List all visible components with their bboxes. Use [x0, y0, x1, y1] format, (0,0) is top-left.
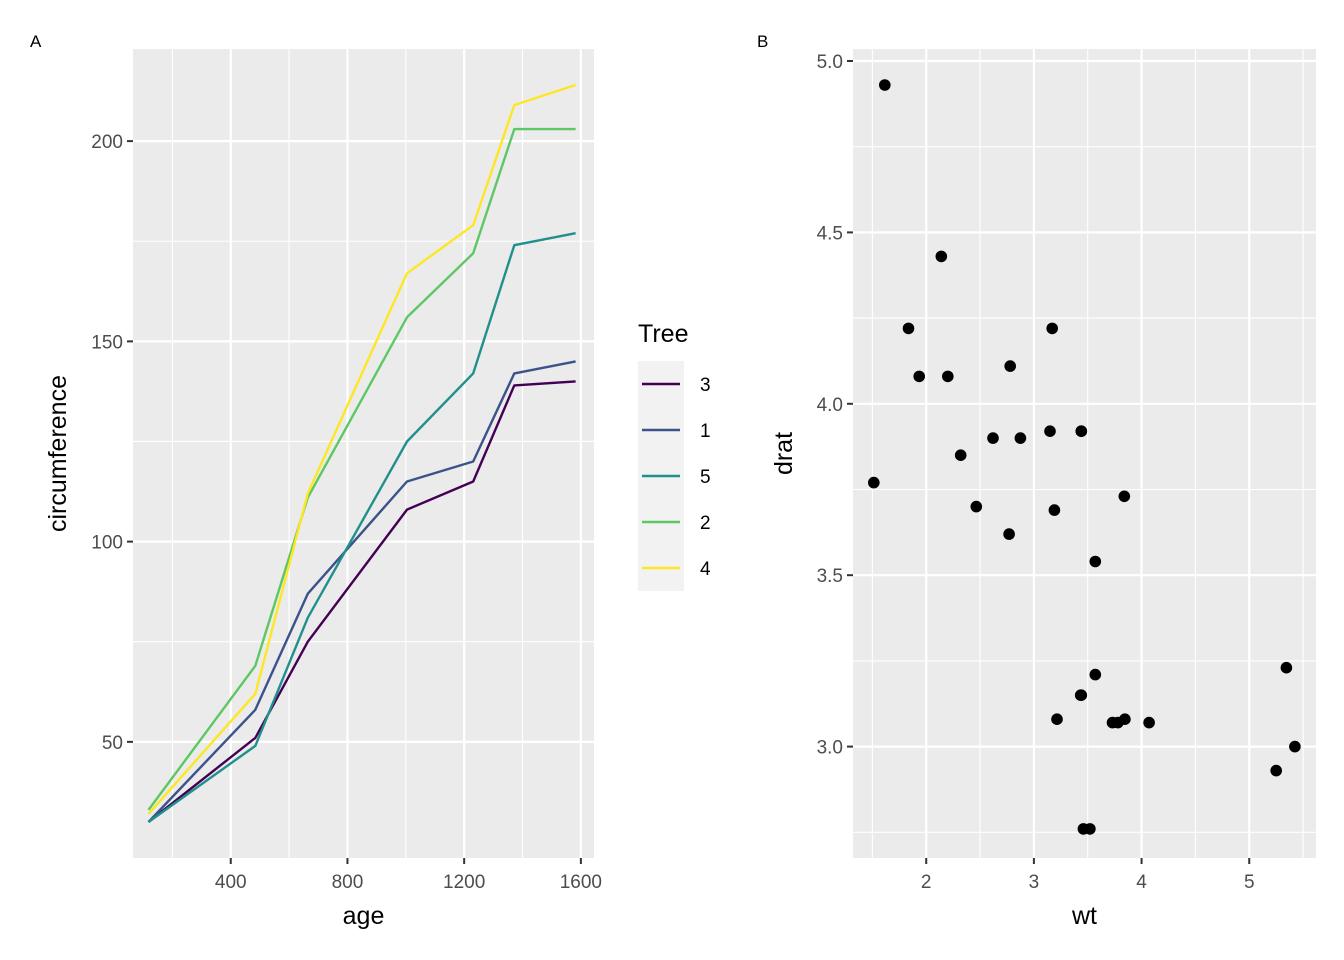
- series-line-tree-1: [147, 360, 576, 823]
- y-tick-label: 4.5: [817, 223, 843, 244]
- data-point: [1089, 555, 1102, 568]
- data-point: [913, 370, 925, 383]
- x-tick-label: 3: [1029, 872, 1040, 893]
- x-tick-label: 800: [332, 872, 364, 893]
- data-point: [1044, 425, 1056, 438]
- data-point: [1084, 823, 1096, 835]
- data-point: [879, 79, 891, 91]
- y-tick-label: 150: [91, 332, 123, 353]
- series-line-tree-2: [147, 127, 576, 811]
- panel-tag: B: [757, 32, 768, 51]
- legend-label-2: 2: [700, 513, 711, 534]
- panel-B: B 2 3 4 5 3.0 3.5 4.0 4.5 5.0 wt drat: [757, 32, 1316, 930]
- legend-label-1: 1: [700, 421, 711, 442]
- y-tick-label: 3.0: [817, 738, 843, 759]
- x-axis-title: age: [343, 902, 385, 930]
- legend-label-4: 4: [700, 559, 711, 580]
- panel-tag: A: [30, 32, 42, 51]
- legend-label-5: 5: [700, 467, 711, 488]
- x-tick-label: 4: [1136, 872, 1147, 893]
- data-point: [942, 370, 954, 383]
- series-line-tree-5: [147, 232, 576, 823]
- y-tick-label: 5.0: [817, 52, 843, 73]
- plot-background: [853, 49, 1316, 858]
- data-point: [970, 500, 983, 513]
- data-point: [1014, 432, 1027, 444]
- data-point: [1074, 689, 1087, 701]
- data-point: [935, 250, 948, 263]
- y-tick-label: 3.5: [817, 566, 843, 587]
- data-point: [954, 449, 967, 462]
- x-tick-label: 2: [921, 872, 932, 893]
- data-point: [1051, 713, 1063, 725]
- data-point: [1119, 713, 1131, 725]
- data-point: [1075, 425, 1088, 438]
- legend: Tree 3 1 5 2 4: [638, 320, 711, 591]
- data-point: [1143, 716, 1155, 729]
- data-point: [1003, 528, 1015, 540]
- y-tick-label: 4.0: [817, 395, 843, 416]
- data-point: [868, 476, 880, 489]
- data-point: [1046, 322, 1058, 335]
- series-line-tree-3: [147, 380, 576, 823]
- x-tick-label: 1200: [443, 872, 485, 893]
- y-axis-title: drat: [770, 432, 798, 475]
- legend-label-3: 3: [700, 375, 711, 396]
- y-tick-label: 200: [91, 132, 123, 153]
- x-tick-label: 5: [1244, 872, 1255, 893]
- data-point: [1089, 668, 1102, 681]
- data-point: [902, 322, 915, 335]
- series-line-tree-4: [147, 83, 576, 815]
- data-point: [1289, 740, 1301, 753]
- x-axis-title: wt: [1071, 902, 1097, 930]
- y-tick-label: 50: [102, 733, 123, 754]
- data-point: [1118, 490, 1131, 503]
- data-point: [987, 432, 999, 444]
- data-point: [1048, 504, 1061, 516]
- legend-title: Tree: [638, 320, 688, 348]
- data-point: [1004, 360, 1016, 372]
- data-point: [1280, 661, 1293, 674]
- data-point: [1270, 764, 1282, 777]
- x-tick-label: 400: [215, 872, 247, 893]
- panel-A: A 400 800 1200 1600 50 100 150 200 age circumferen…: [30, 32, 711, 930]
- x-tick-label: 1600: [560, 872, 602, 893]
- y-tick-label: 100: [91, 533, 123, 554]
- y-axis-title: circumference: [44, 375, 72, 532]
- plot-background: [133, 49, 594, 858]
